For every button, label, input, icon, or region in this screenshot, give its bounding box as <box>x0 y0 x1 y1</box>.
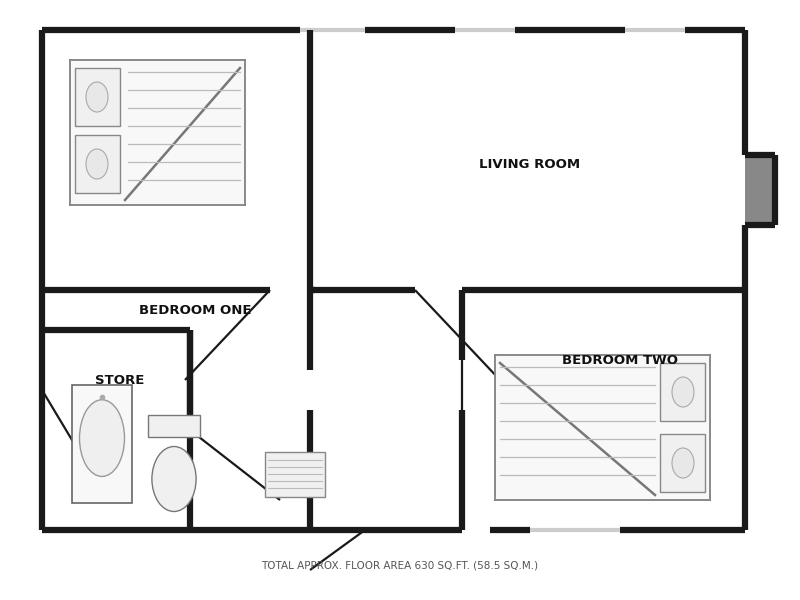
Ellipse shape <box>79 400 125 476</box>
Bar <box>72 385 132 503</box>
Bar <box>660 434 705 492</box>
Ellipse shape <box>152 446 196 511</box>
Bar <box>70 60 245 205</box>
Bar <box>75 68 120 126</box>
Text: TOTAL APPROX. FLOOR AREA 630 SQ.FT. (58.5 SQ.M.): TOTAL APPROX. FLOOR AREA 630 SQ.FT. (58.… <box>262 560 538 570</box>
Text: BEDROOM TWO: BEDROOM TWO <box>562 353 678 367</box>
Bar <box>660 363 705 421</box>
Bar <box>148 415 200 437</box>
Bar <box>745 155 775 225</box>
Ellipse shape <box>86 149 108 179</box>
Text: LIVING ROOM: LIVING ROOM <box>479 158 581 172</box>
Bar <box>75 135 120 193</box>
Text: BEDROOM ONE: BEDROOM ONE <box>138 304 251 317</box>
Ellipse shape <box>672 377 694 407</box>
Bar <box>265 452 325 497</box>
Text: STORE: STORE <box>95 373 145 386</box>
Ellipse shape <box>86 82 108 112</box>
Bar <box>495 355 710 500</box>
Ellipse shape <box>672 448 694 478</box>
